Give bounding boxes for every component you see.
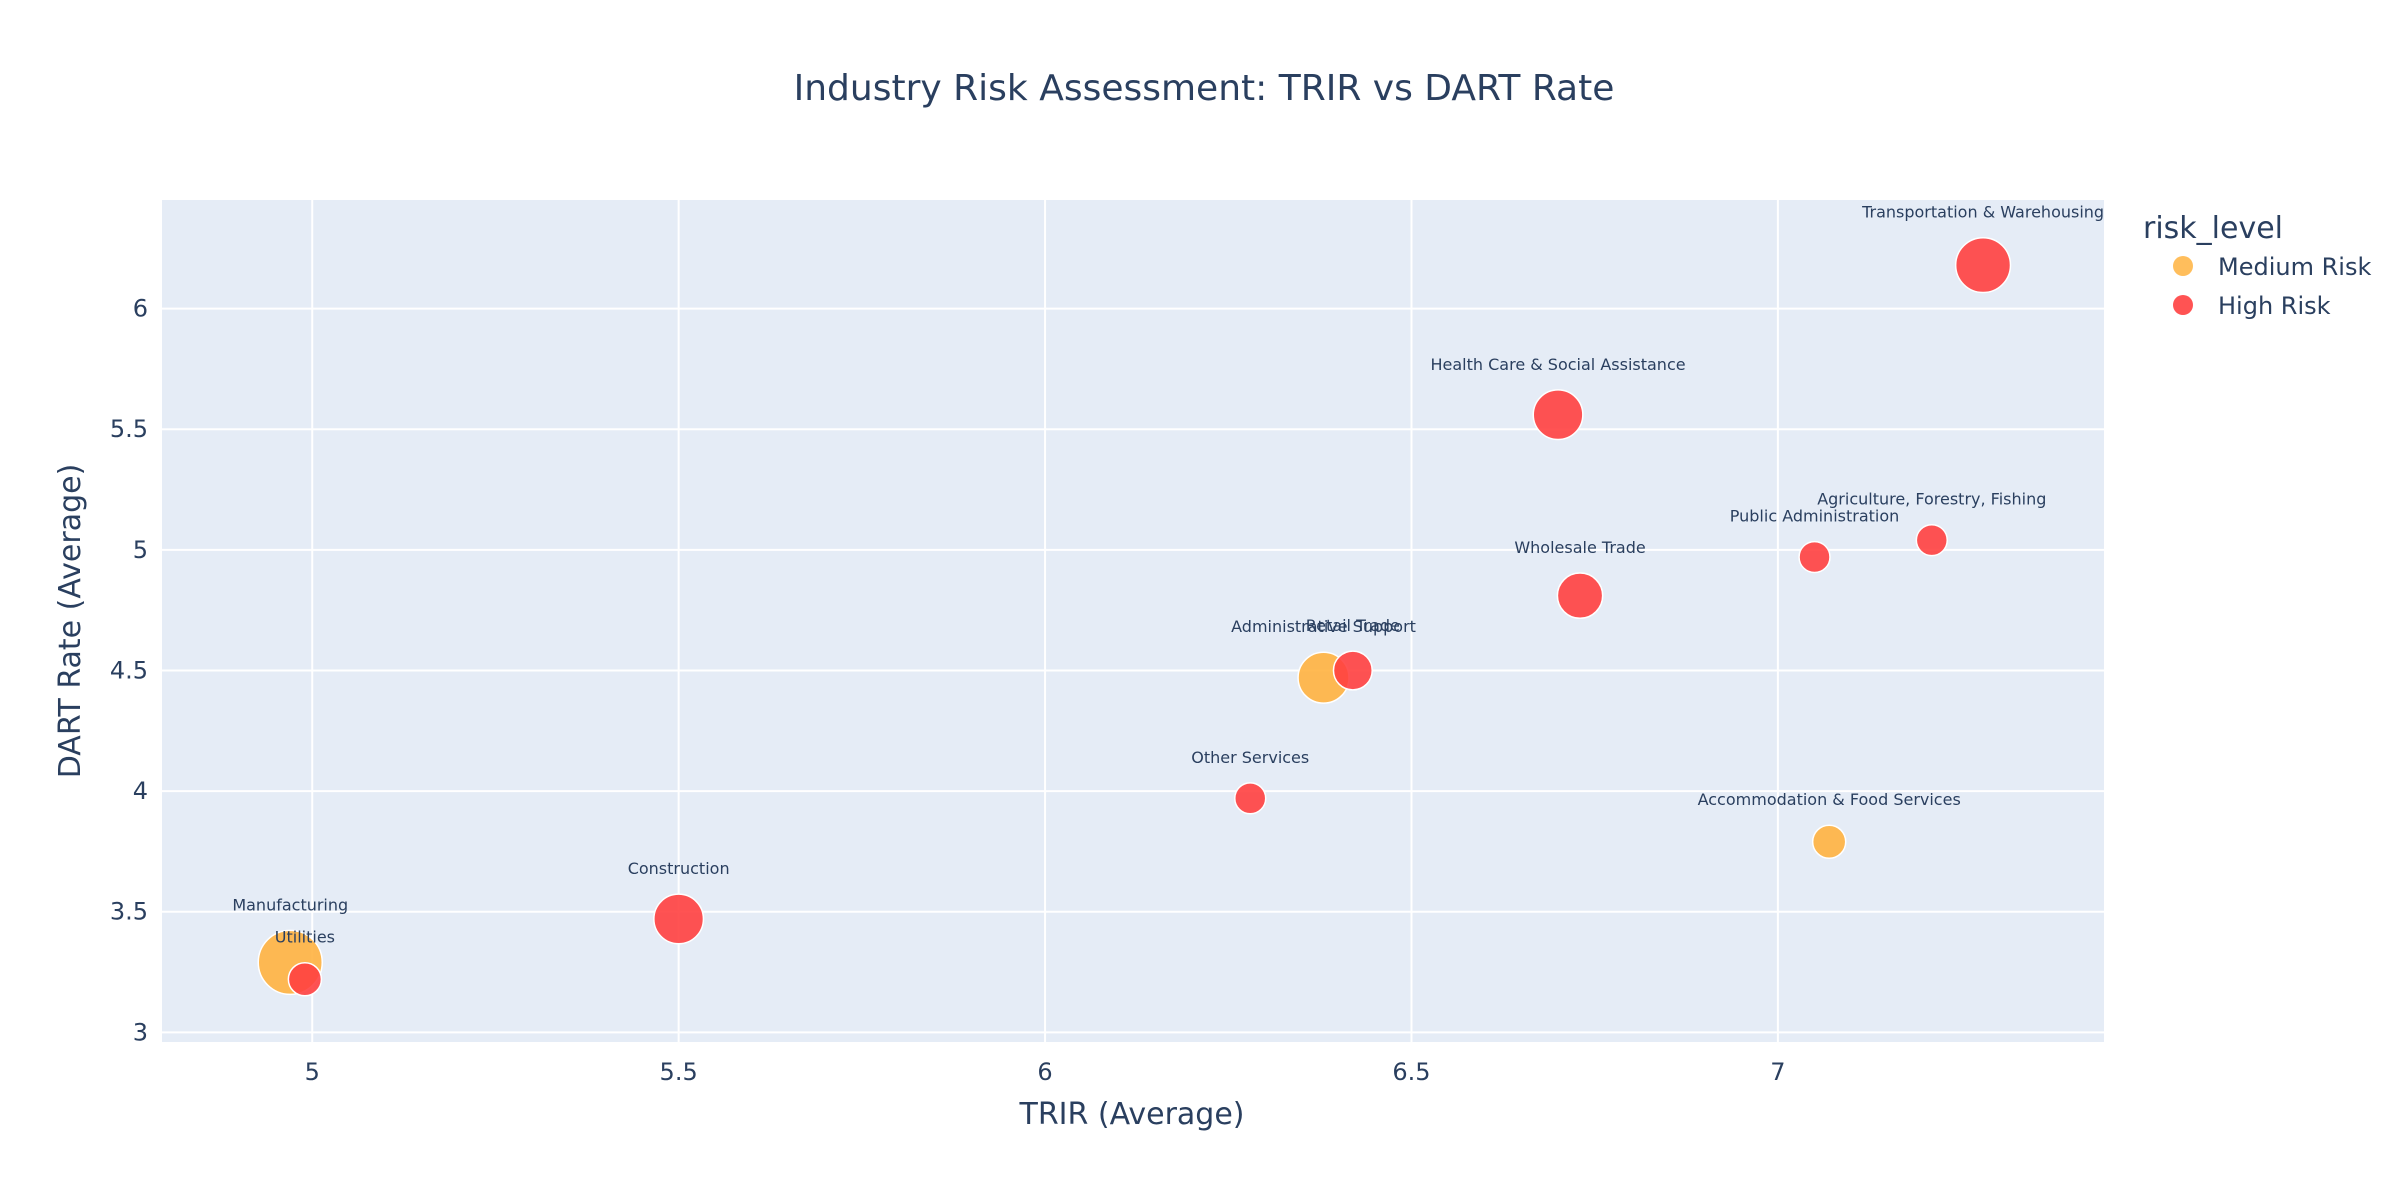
y-tick-label: 4.5	[110, 656, 148, 684]
point-label-other-services: Other Services	[1191, 748, 1309, 767]
point-construction[interactable]	[653, 893, 705, 945]
y-tick-label: 5.5	[110, 415, 148, 443]
legend-title: risk_level	[2143, 211, 2283, 246]
point-label-transportation-warehousing: Transportation & Warehousing	[1861, 203, 2104, 222]
legend: risk_level Medium Risk High Risk	[2143, 211, 2371, 320]
point-wholesale-trade[interactable]	[1556, 572, 1604, 620]
x-tick-label: 5.5	[660, 1058, 698, 1086]
point-label-wholesale-trade: Wholesale Trade	[1514, 538, 1645, 557]
point-utilities[interactable]	[287, 961, 323, 997]
x-tick-labels: 5 5.5 6 6.5 7	[305, 1058, 1786, 1086]
data-points	[257, 236, 2012, 997]
y-axis-title: DART Rate (Average)	[53, 464, 88, 779]
legend-item-medium-risk[interactable]: Medium Risk	[2173, 253, 2371, 281]
point-label-retail-trade: Retail Trade	[1306, 616, 1400, 635]
x-tick-label: 6	[1037, 1058, 1052, 1086]
point-accommodation-food-services[interactable]	[1811, 824, 1847, 860]
legend-marker-medium-risk	[2173, 256, 2193, 276]
point-label-public-administration: Public Administration	[1730, 507, 1900, 526]
y-tick-label: 6	[133, 295, 148, 323]
point-label-health-care-social-assistance: Health Care & Social Assistance	[1430, 355, 1685, 374]
point-transportation-warehousing[interactable]	[1954, 236, 2012, 294]
legend-item-high-risk[interactable]: High Risk	[2173, 292, 2331, 320]
point-label-administrative-support: Administrative Support	[1231, 617, 1416, 636]
point-agriculture-forestry-fishing[interactable]	[1915, 523, 1948, 557]
point-labels: Manufacturing Administrative Support Accom…	[232, 203, 2104, 947]
point-label-construction: Construction	[628, 859, 730, 878]
x-tick-label: 5	[305, 1058, 320, 1086]
plot-background	[162, 200, 2104, 1042]
point-health-care-social-assistance[interactable]	[1532, 389, 1584, 441]
grid-lines	[162, 200, 2104, 1042]
x-tick-label: 7	[1770, 1058, 1785, 1086]
point-label-agriculture-forestry-fishing: Agriculture, Forestry, Fishing	[1817, 490, 2046, 509]
point-retail-trade[interactable]	[1332, 650, 1373, 691]
x-tick-label: 6.5	[1392, 1058, 1430, 1086]
y-tick-label: 3	[133, 1018, 148, 1046]
legend-label-medium-risk: Medium Risk	[2218, 253, 2371, 281]
point-other-services[interactable]	[1234, 782, 1267, 815]
y-tick-label: 3.5	[110, 898, 148, 926]
point-label-manufacturing: Manufacturing	[232, 895, 348, 914]
y-tick-labels: 3 3.5 4 4.5 5 5.5 6	[110, 295, 148, 1047]
chart-title: Industry Risk Assessment: TRIR vs DART R…	[794, 68, 1615, 109]
point-label-accommodation-food-services: Accommodation & Food Services	[1698, 790, 1961, 809]
legend-marker-high-risk	[2173, 295, 2193, 315]
y-tick-label: 4	[133, 777, 148, 805]
point-label-utilities: Utilities	[275, 928, 335, 947]
x-axis-title: TRIR (Average)	[1019, 1097, 1245, 1132]
point-public-administration[interactable]	[1798, 540, 1831, 574]
legend-label-high-risk: High Risk	[2218, 292, 2331, 320]
y-tick-label: 5	[133, 536, 148, 564]
